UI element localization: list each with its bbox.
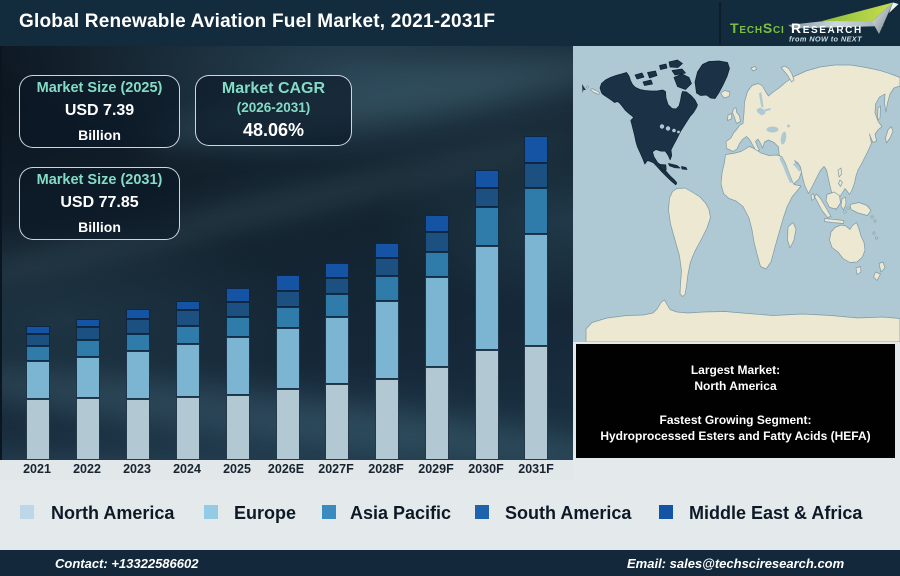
svg-text:from NOW to NEXT: from NOW to NEXT <box>789 35 863 44</box>
svg-text:TECHSCI: TECHSCI <box>730 20 785 36</box>
